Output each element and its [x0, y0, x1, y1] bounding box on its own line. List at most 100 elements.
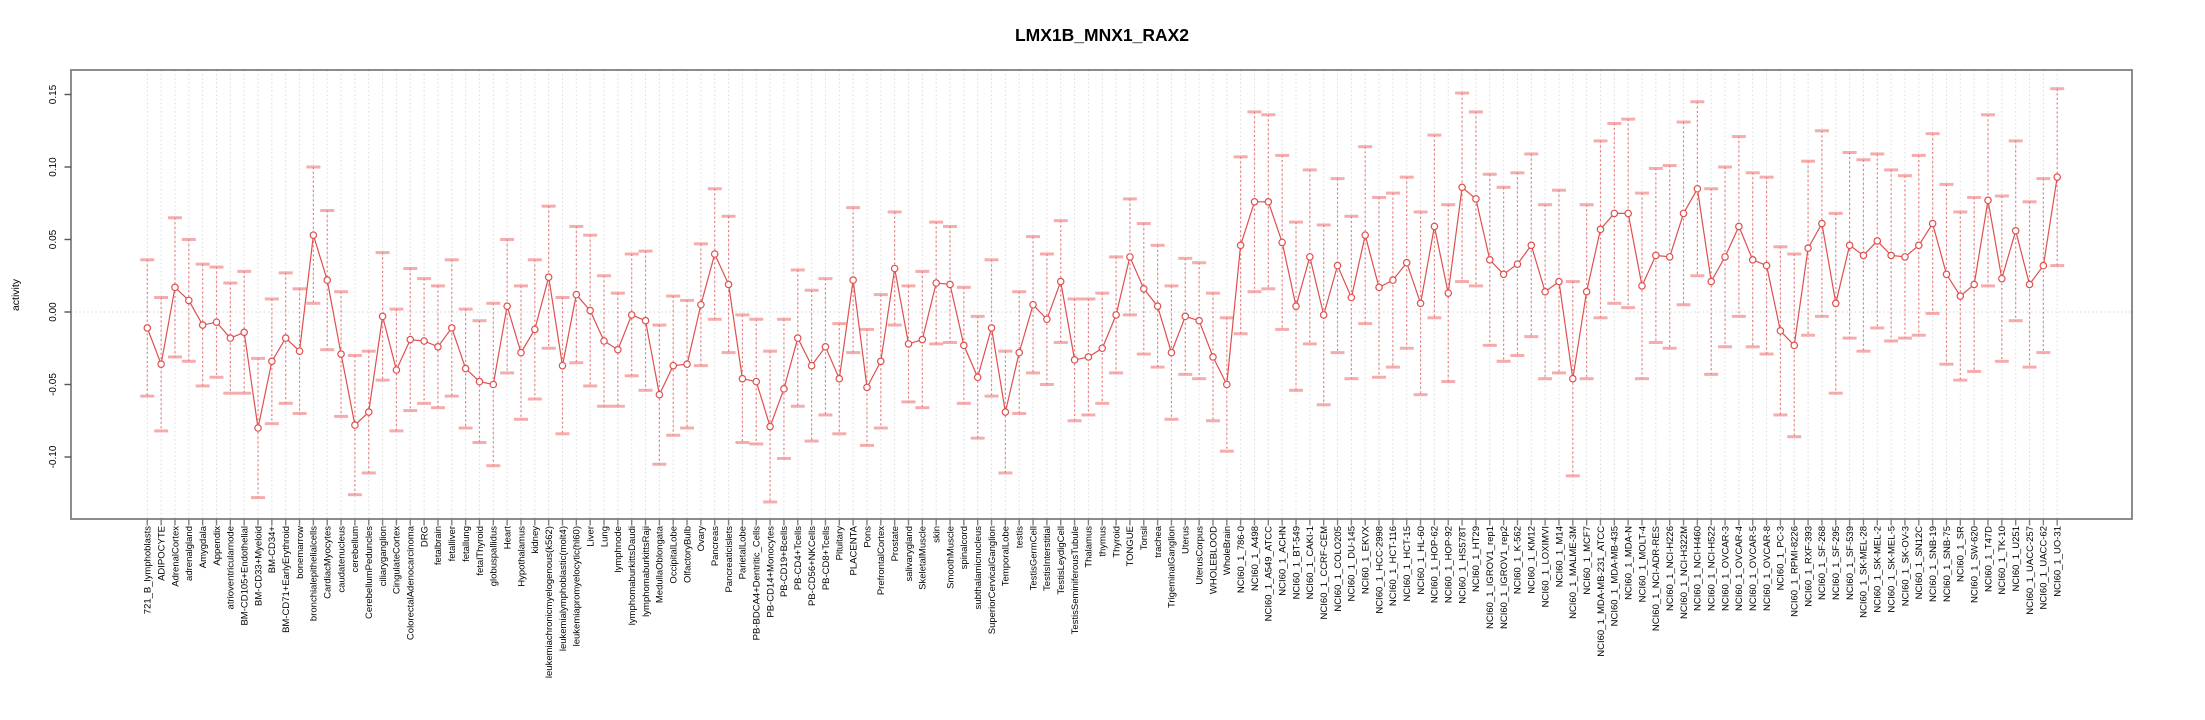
data-point-marker: [973, 373, 982, 382]
data-point-marker: [240, 328, 248, 337]
category-tick-label: atrioventricularnode: [226, 526, 237, 609]
data-point-marker: [1236, 241, 1245, 250]
category-tick-label: NCI60_1_K-562: [1513, 526, 1524, 594]
category-tick-label: testis: [1015, 526, 1026, 548]
data-point-marker: [434, 342, 442, 351]
data-point-marker: [185, 296, 193, 305]
data-point-marker: [1624, 209, 1632, 218]
category-tick-label: subthalamicnucleus: [973, 526, 984, 610]
category-tick-label: SuperiorCervicalGanglion: [987, 526, 998, 634]
category-tick-label: NCI60_1_UO-31: [2053, 526, 2064, 597]
data-point-marker: [932, 279, 940, 287]
data-point-marker: [877, 357, 885, 366]
data-point-marker: [697, 300, 705, 309]
data-point-marker: [503, 302, 511, 311]
category-tick-label: TestisSeminiferousTubule: [1070, 526, 1081, 634]
category-tick-label: NCI60_1_MCF7: [1582, 526, 1593, 595]
category-tick-label: 721_B_lymphoblasts: [143, 526, 154, 614]
category-tick-label: NCI60_1_HCT-15: [1402, 526, 1413, 602]
data-point-marker: [724, 280, 733, 289]
category-tick-label: NCI60_1_HL-60: [1416, 526, 1427, 595]
y-tick-label: 0.15: [48, 84, 59, 104]
data-point-marker: [1209, 353, 1217, 361]
data-point-marker: [143, 324, 152, 332]
data-point-marker: [420, 337, 428, 345]
category-tick-label: NCI60_1_BT-549: [1291, 526, 1302, 599]
category-tick-label: NCI60_1_A549_ATCC: [1264, 526, 1275, 622]
data-point-marker: [254, 424, 262, 432]
data-point-marker: [447, 324, 456, 332]
y-tick-label: 0.00: [48, 302, 59, 322]
data-point-marker: [226, 334, 235, 342]
category-tick-label: leukemiachronicmyelogenous(k562): [544, 526, 555, 678]
data-point-marker: [1181, 312, 1190, 321]
data-point-marker: [1430, 222, 1439, 231]
category-tick-label: bonemarrow: [295, 526, 306, 579]
category-tick-label: Heart: [502, 526, 513, 550]
data-point-marker: [1901, 253, 1909, 261]
category-tick-label: bronchialepithelialcells: [309, 526, 320, 621]
category-tick-label: NCI60_1_SR: [1956, 526, 1967, 582]
data-point-marker: [766, 422, 774, 431]
data-point-marker: [1638, 282, 1646, 290]
data-point-marker: [1887, 251, 1895, 260]
category-tick-label: NCI60_1_SW-620: [1969, 526, 1980, 603]
data-point-marker: [544, 273, 553, 282]
category-tick-label: NCI60_1_SNB-75: [1942, 526, 1953, 602]
data-point-marker: [489, 380, 498, 389]
data-point-marker: [364, 408, 373, 416]
data-point-marker: [1513, 260, 1522, 268]
data-point-marker: [710, 250, 719, 258]
category-tick-label: NCI60_1_NCI-ADR-RES: [1651, 526, 1662, 631]
category-tick-label: NCI60_1_HOP-62: [1430, 526, 1441, 603]
data-point-marker: [614, 345, 622, 354]
category-tick-label: fetalliver: [447, 526, 458, 561]
data-point-marker: [1748, 255, 1757, 264]
data-point-marker: [1278, 238, 1286, 247]
category-tick-label: TemporalLobe: [1001, 526, 1012, 586]
data-point-marker: [281, 334, 290, 342]
data-point-marker: [1665, 253, 1674, 261]
data-point-marker: [1873, 237, 1882, 245]
data-point-marker: [1762, 261, 1771, 270]
category-tick-label: NCI60_1_SK-MEL-2: [1873, 526, 1884, 613]
data-point-marker: [904, 340, 913, 348]
category-tick-label: NCI60_1_SF-295: [1831, 526, 1842, 600]
category-tick-label: lymphomaburkittsRaji: [641, 526, 652, 617]
data-point-marker: [1569, 374, 1577, 383]
category-tick-label: adrenalgland: [184, 526, 195, 581]
data-point-marker: [1223, 380, 1231, 389]
data-point-marker: [1056, 277, 1065, 286]
data-point-marker: [890, 264, 899, 273]
category-tick-label: NCI60_1_OVCAR-8: [1762, 526, 1773, 611]
category-tick-label: TestisLeydigCell: [1056, 526, 1067, 595]
data-point-marker: [1472, 195, 1480, 203]
category-tick-label: NCI60_1_UACC-62: [2039, 526, 2050, 609]
category-tick-label: NCI60_1_SN12C: [1914, 526, 1925, 600]
data-point-marker: [1112, 311, 1120, 319]
category-tick-label: NCI60_1_HCT-116: [1388, 526, 1399, 606]
category-tick-label: NCI60_1_RPMI-8226: [1790, 526, 1801, 617]
category-tick-label: BM-CD71+EarlyErythroid: [281, 526, 292, 633]
category-tick-label: Pituitary: [835, 526, 846, 561]
category-tick-label: Prostate: [890, 526, 901, 561]
category-tick-label: fetallung: [461, 526, 472, 562]
category-tick-label: TestisInterstitial: [1042, 526, 1053, 591]
data-point-marker: [1458, 183, 1466, 192]
category-tick-label: NCI60_1_LOXIMVI: [1540, 526, 1551, 607]
category-tick-label: spinalcord: [959, 526, 970, 569]
category-tick-label: DRG: [419, 526, 430, 547]
data-point-marker: [517, 348, 525, 357]
data-point-marker: [1361, 231, 1370, 239]
data-point-marker: [1319, 311, 1328, 319]
data-point-marker: [1818, 219, 1826, 228]
category-tick-label: PrefrontalCortex: [876, 526, 887, 595]
category-tick-label: SmoothMuscle: [945, 526, 956, 589]
category-tick-label: Liver: [585, 526, 596, 547]
category-tick-label: UterusCorpus: [1194, 526, 1205, 585]
data-point-marker: [1084, 353, 1093, 361]
data-point-marker: [987, 324, 996, 332]
data-point-marker: [1416, 299, 1425, 308]
category-tick-label: BM-CD33+Myeloid: [253, 526, 264, 606]
